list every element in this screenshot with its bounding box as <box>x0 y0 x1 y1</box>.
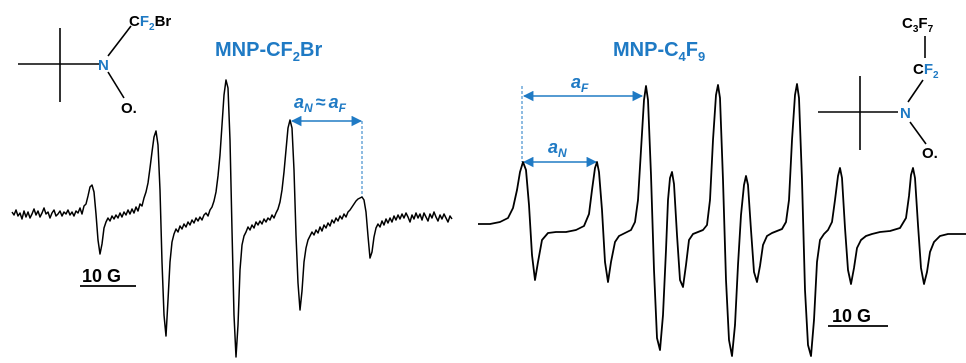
left-panel-title: MNP-CF2Br <box>215 39 322 64</box>
right-an-label: aN <box>548 137 567 160</box>
left-panel: N O. CF2Br MNP-CF2Br aN ≈ aF 10 G <box>11 13 453 358</box>
right-panel: MNP-C4F9 aF aN C3F7 CF2 N O. 10 G <box>478 15 966 357</box>
right-n-o-bond <box>909 121 927 145</box>
left-scale-label: 10 G <box>82 266 121 286</box>
right-af-label: aF <box>571 72 589 95</box>
left-coupling-label: aN ≈ aF <box>294 92 347 115</box>
right-epr-spectrum-trace <box>478 83 966 357</box>
right-nitrogen-label: N <box>900 105 911 122</box>
right-scale-label: 10 G <box>832 306 871 326</box>
left-epr-spectrum-trace <box>11 79 453 358</box>
left-n-c-bond <box>107 25 132 57</box>
left-oxygen-label: O. <box>121 100 137 117</box>
right-cf2-n-bond <box>907 79 924 103</box>
right-oxygen-label: O. <box>922 145 938 162</box>
right-c3f7-label: C3F7 <box>902 15 934 35</box>
right-panel-title: MNP-C4F9 <box>613 39 705 64</box>
left-molecule-structure: N O. CF2Br <box>18 13 171 117</box>
right-cf2-label: CF2 <box>913 61 939 81</box>
right-molecule-structure: C3F7 CF2 N O. <box>818 15 939 162</box>
left-n-o-bond <box>107 71 125 99</box>
left-nitrogen-label: N <box>98 57 109 74</box>
left-cf2br-label: CF2Br <box>129 13 171 33</box>
